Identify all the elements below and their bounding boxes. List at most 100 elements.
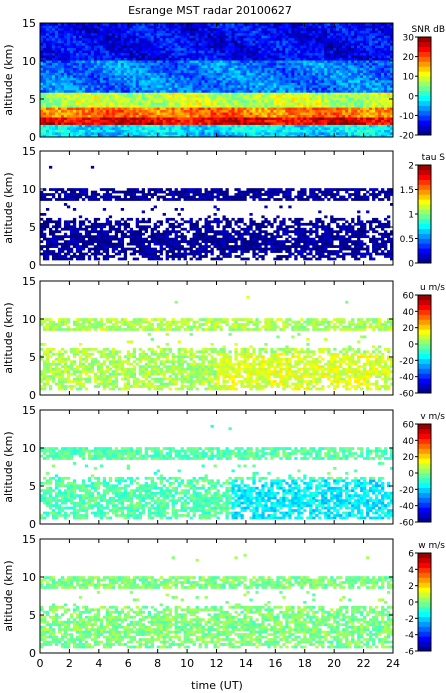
heatmap-cell: [333, 114, 337, 118]
heatmap-cell: [213, 97, 217, 101]
heatmap-cell: [348, 40, 352, 44]
heatmap-cell: [141, 107, 145, 111]
heatmap-cell: [54, 132, 59, 135]
heatmap-cell: [330, 55, 334, 58]
heatmap-cell: [228, 75, 232, 78]
heatmap-cell: [219, 42, 223, 46]
heatmap-cell: [69, 57, 74, 61]
heatmap-cell: [267, 60, 271, 63]
heatmap-cell: [360, 104, 364, 108]
heatmap-cell: [48, 30, 53, 34]
heatmap-cell: [252, 62, 256, 66]
heatmap-cell: [231, 97, 235, 101]
heatmap-cell: [315, 47, 319, 51]
heatmap-cell: [189, 102, 193, 106]
heatmap-cell: [219, 99, 223, 103]
heatmap-cell: [369, 55, 373, 58]
heatmap-cell: [114, 37, 119, 41]
heatmap-cell: [105, 47, 110, 51]
heatmap-cell: [81, 60, 86, 63]
heatmap-cell: [129, 102, 134, 106]
heatmap-cell: [285, 127, 289, 130]
heatmap-cell: [126, 47, 131, 51]
heatmap-cell: [243, 119, 247, 123]
heatmap-cell: [288, 60, 292, 63]
heatmap-cell: [291, 84, 295, 88]
heatmap-cell: [312, 77, 316, 81]
heatmap-cell: [363, 94, 367, 98]
heatmap-cell: [81, 75, 86, 78]
heatmap-cell: [171, 94, 175, 98]
heatmap-cell: [132, 119, 137, 123]
heatmap-cell: [66, 60, 71, 63]
heatmap-cell: [339, 129, 343, 133]
heatmap-cell: [339, 35, 343, 39]
heatmap-cell: [126, 55, 131, 58]
heatmap-cell: [222, 75, 226, 78]
heatmap-cell: [138, 112, 143, 115]
heatmap-cell: [201, 32, 205, 36]
heatmap-cell: [333, 55, 337, 58]
heatmap-cell: [75, 129, 80, 133]
heatmap-cell: [258, 104, 262, 108]
heatmap-cell: [40, 47, 44, 51]
heatmap-cell: [192, 37, 196, 41]
heatmap-cell: [267, 102, 271, 106]
heatmap-cell: [96, 89, 101, 93]
heatmap-cell: [285, 112, 289, 115]
heatmap-cell: [348, 117, 352, 120]
heatmap-cell: [387, 94, 391, 98]
heatmap-cell: [306, 109, 310, 113]
heatmap-cell: [93, 89, 98, 93]
heatmap-cell: [261, 107, 265, 111]
heatmap-cell: [345, 50, 349, 54]
heatmap-cell: [333, 40, 337, 44]
heatmap-cell: [387, 57, 391, 61]
heatmap-cell: [162, 32, 166, 36]
heatmap-cell: [234, 75, 238, 78]
heatmap-cell: [234, 89, 238, 93]
heatmap-cell: [357, 87, 361, 91]
heatmap-cell: [246, 84, 250, 88]
heatmap-cell: [111, 50, 116, 54]
heatmap-cell: [99, 42, 104, 46]
heatmap-cell: [141, 77, 145, 81]
heatmap-cell: [351, 112, 355, 115]
heatmap-cell: [264, 114, 268, 118]
heatmap-cell: [309, 77, 313, 81]
heatmap-cell: [234, 127, 238, 130]
heatmap-cell: [207, 104, 211, 108]
heatmap-cell: [249, 127, 253, 130]
heatmap-cell: [171, 67, 175, 71]
heatmap-cell: [40, 75, 44, 78]
heatmap-cell: [294, 84, 298, 88]
heatmap-cell: [102, 124, 107, 128]
heatmap-cell: [309, 52, 313, 56]
heatmap-cell: [60, 119, 65, 123]
heatmap-cell: [264, 102, 268, 106]
heatmap-cell: [270, 84, 274, 88]
heatmap-cell: [336, 45, 340, 49]
heatmap-cell: [108, 94, 113, 98]
heatmap-cell: [276, 112, 280, 115]
heatmap-cell: [354, 80, 358, 83]
heatmap-cell: [360, 89, 364, 93]
heatmap-cell: [60, 57, 65, 61]
heatmap-cell: [318, 119, 322, 123]
heatmap-cell: [360, 87, 364, 91]
heatmap-cell: [72, 77, 77, 81]
heatmap-cell: [201, 60, 205, 63]
heatmap-cell: [336, 97, 340, 101]
heatmap-cell: [240, 42, 244, 46]
heatmap-cell: [174, 57, 178, 61]
heatmap-cell: [153, 62, 157, 66]
heatmap-cell: [153, 82, 157, 86]
heatmap-cell: [375, 52, 379, 56]
heatmap-cell: [273, 89, 277, 93]
heatmap-cell: [123, 87, 128, 91]
heatmap-cell: [147, 35, 151, 39]
heatmap-cell: [333, 72, 337, 76]
heatmap-cell: [102, 60, 107, 63]
heatmap-cell: [81, 97, 86, 101]
heatmap-cell: [234, 104, 238, 108]
